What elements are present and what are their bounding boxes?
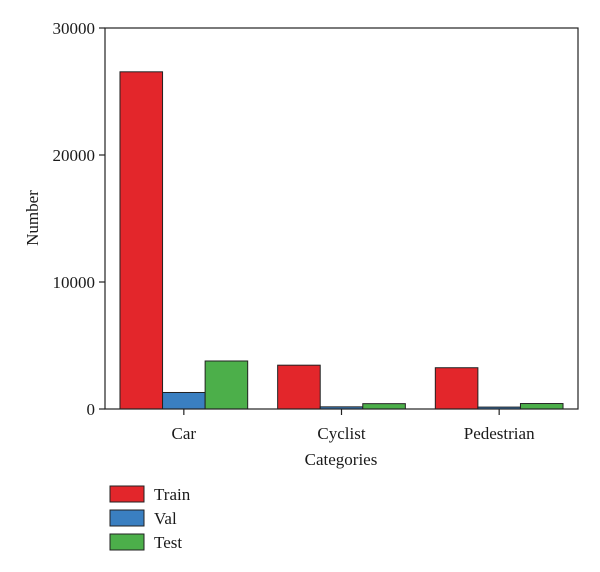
legend-label-val: Val	[154, 509, 177, 528]
legend-swatch-val	[109, 509, 145, 527]
x-tick-label: Cyclist	[317, 424, 365, 443]
legend-label-train: Train	[154, 485, 191, 504]
y-axis-label: Number	[23, 190, 42, 246]
y-axis: 0 10000 20000 30000	[53, 19, 105, 419]
y-tick-label: 0	[87, 400, 96, 419]
legend-label-test: Test	[154, 533, 182, 552]
bar-test-car	[204, 360, 249, 410]
bar-val-car	[162, 391, 206, 410]
plot-frame	[104, 27, 579, 410]
legend-swatch-train	[109, 485, 145, 503]
x-axis-label: Categories	[305, 450, 378, 469]
x-axis: Car Cyclist Pedestrian	[172, 409, 535, 443]
y-tick-label: 30000	[53, 19, 96, 38]
y-tick-label: 20000	[53, 146, 96, 165]
bar-train-cyclist	[277, 364, 321, 410]
x-tick-label: Pedestrian	[464, 424, 535, 443]
x-tick-label: Car	[172, 424, 197, 443]
bar-train-car	[119, 71, 164, 410]
legend-swatch-test	[109, 533, 145, 551]
bar-test-pedestrian	[519, 403, 564, 410]
bars-layer	[119, 71, 564, 410]
legend: Train Val Test	[109, 485, 191, 552]
y-tick-label: 10000	[53, 273, 96, 292]
bar-train-pedestrian	[434, 367, 479, 410]
bar-test-cyclist	[362, 403, 406, 410]
